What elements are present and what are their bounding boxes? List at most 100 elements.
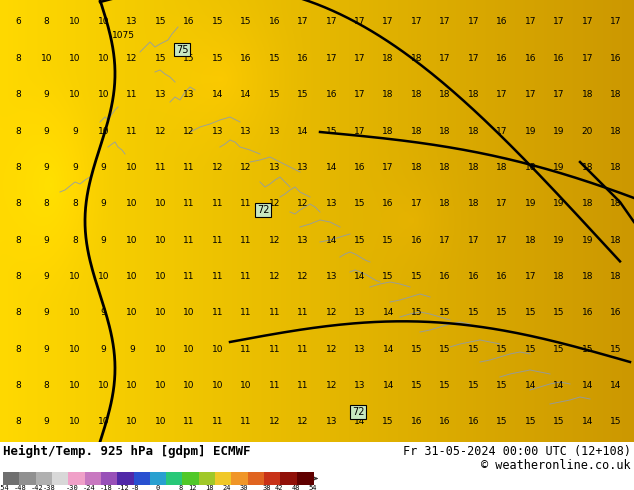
Text: 18: 18 — [411, 126, 422, 136]
Text: 11: 11 — [297, 345, 309, 354]
Bar — [134, 472, 150, 485]
Text: 15: 15 — [468, 308, 479, 318]
Text: 15: 15 — [382, 236, 394, 245]
Text: -48: -48 — [14, 486, 27, 490]
Text: 10: 10 — [69, 345, 81, 354]
Text: 12: 12 — [325, 381, 337, 390]
Text: 13: 13 — [325, 417, 337, 426]
Text: 11: 11 — [212, 272, 223, 281]
Text: -24: -24 — [82, 486, 96, 490]
Text: 11: 11 — [269, 308, 280, 318]
Text: 16: 16 — [525, 54, 536, 63]
Text: 13: 13 — [297, 236, 309, 245]
Text: 10: 10 — [212, 345, 223, 354]
Text: 10: 10 — [183, 381, 195, 390]
Text: 15: 15 — [382, 272, 394, 281]
Text: 11: 11 — [240, 272, 252, 281]
Text: © weatheronline.co.uk: © weatheronline.co.uk — [481, 459, 631, 472]
Text: 11: 11 — [240, 417, 252, 426]
Text: 13: 13 — [325, 272, 337, 281]
Text: 19: 19 — [553, 236, 565, 245]
Text: 10: 10 — [69, 417, 81, 426]
Text: 18: 18 — [439, 163, 451, 172]
Text: 16: 16 — [297, 54, 309, 63]
Text: 10: 10 — [126, 236, 138, 245]
Text: 18: 18 — [582, 199, 593, 208]
Text: 11: 11 — [269, 381, 280, 390]
Text: 13: 13 — [126, 18, 138, 26]
Text: 11: 11 — [183, 163, 195, 172]
Text: 17: 17 — [611, 18, 622, 26]
Text: 42: 42 — [275, 486, 283, 490]
Text: 15: 15 — [155, 18, 166, 26]
Text: 18: 18 — [611, 163, 622, 172]
Text: 8: 8 — [44, 199, 49, 208]
Text: 18: 18 — [496, 163, 508, 172]
Text: 10: 10 — [69, 54, 81, 63]
Text: 19: 19 — [525, 199, 536, 208]
Text: 10: 10 — [69, 272, 81, 281]
Text: 12: 12 — [183, 126, 195, 136]
Text: 17: 17 — [439, 236, 451, 245]
Text: 16: 16 — [468, 417, 479, 426]
Text: 12: 12 — [269, 417, 280, 426]
Text: 11: 11 — [212, 236, 223, 245]
Text: 10: 10 — [98, 417, 109, 426]
Text: 8: 8 — [15, 345, 21, 354]
Text: 10: 10 — [155, 345, 166, 354]
Text: 16: 16 — [553, 54, 565, 63]
Bar — [84, 472, 101, 485]
Text: 10: 10 — [98, 54, 109, 63]
Text: 11: 11 — [240, 308, 252, 318]
Text: 13: 13 — [325, 199, 337, 208]
Text: 12: 12 — [188, 486, 197, 490]
Text: 17: 17 — [411, 18, 422, 26]
Text: 10: 10 — [183, 345, 195, 354]
Text: 72: 72 — [257, 205, 269, 215]
Text: 15: 15 — [212, 18, 223, 26]
Text: 16: 16 — [439, 272, 451, 281]
Text: 15: 15 — [439, 381, 451, 390]
Text: 19: 19 — [553, 199, 565, 208]
Text: 18: 18 — [382, 54, 394, 63]
Text: 18: 18 — [382, 126, 394, 136]
Text: 10: 10 — [126, 163, 138, 172]
Text: 10: 10 — [126, 381, 138, 390]
Text: 17: 17 — [354, 90, 365, 99]
Text: 10: 10 — [155, 308, 166, 318]
Text: 15: 15 — [155, 54, 166, 63]
Bar — [248, 472, 264, 485]
Text: 11: 11 — [297, 381, 309, 390]
Text: 16: 16 — [382, 199, 394, 208]
Text: 8: 8 — [72, 199, 78, 208]
Text: 18: 18 — [525, 163, 536, 172]
Text: 15: 15 — [553, 308, 565, 318]
Text: 15: 15 — [553, 417, 565, 426]
Text: 17: 17 — [553, 18, 565, 26]
Text: 11: 11 — [126, 126, 138, 136]
Text: 15: 15 — [496, 381, 508, 390]
Text: 8: 8 — [179, 486, 183, 490]
Text: 8: 8 — [15, 381, 21, 390]
Text: 9: 9 — [44, 163, 49, 172]
Text: 13: 13 — [297, 163, 309, 172]
Text: 11: 11 — [126, 90, 138, 99]
Text: 17: 17 — [468, 54, 479, 63]
Bar — [183, 472, 199, 485]
Text: 16: 16 — [411, 417, 422, 426]
Text: 18: 18 — [525, 236, 536, 245]
Text: 8: 8 — [72, 236, 78, 245]
Text: 10: 10 — [69, 18, 81, 26]
Text: 13: 13 — [354, 308, 365, 318]
Text: 10: 10 — [69, 308, 81, 318]
Text: 15: 15 — [496, 417, 508, 426]
Text: 18: 18 — [582, 272, 593, 281]
Text: 17: 17 — [468, 18, 479, 26]
Text: 11: 11 — [269, 345, 280, 354]
Text: 16: 16 — [354, 163, 365, 172]
Text: 8: 8 — [44, 381, 49, 390]
Text: 18: 18 — [582, 163, 593, 172]
Text: 30: 30 — [240, 486, 249, 490]
Text: -38: -38 — [42, 486, 55, 490]
Bar — [117, 472, 134, 485]
